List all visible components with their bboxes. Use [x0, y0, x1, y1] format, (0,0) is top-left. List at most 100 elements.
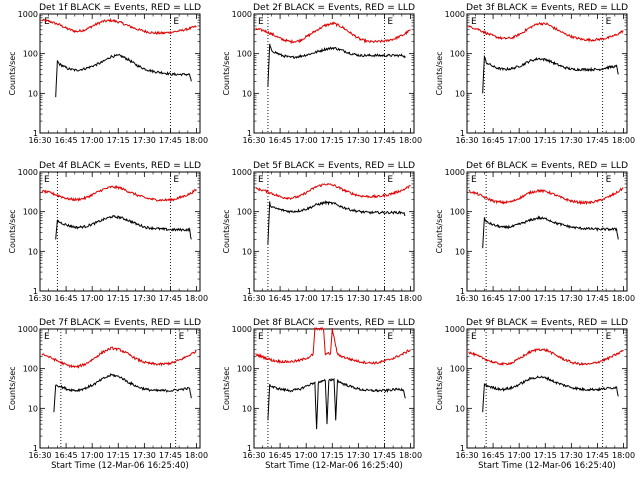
- lld-rate-line: [41, 346, 197, 369]
- chart-title: Det 8f BLACK = Events, RED = LLD: [253, 317, 415, 328]
- lld-rate-line: [41, 185, 197, 203]
- marker-label: E: [606, 332, 612, 342]
- x-tick-label: 17:00: [508, 136, 531, 145]
- x-tick-label: 17:45: [586, 451, 609, 460]
- x-tick-label: 17:15: [534, 136, 557, 145]
- x-axis-label: Start Time (12-Mar-06 16:25:40): [51, 461, 189, 471]
- chart-panel-7: Det 7f BLACK = Events, RED = LLD 1 10 100 10…: [8, 317, 208, 471]
- marker-label: E: [258, 17, 264, 27]
- y-tick-label: 1: [247, 129, 252, 138]
- y-tick-label: 100: [237, 208, 252, 217]
- x-tick-label: 17:00: [295, 136, 318, 145]
- y-tick-label: 100: [450, 208, 465, 217]
- x-tick-label: 17:30: [560, 451, 583, 460]
- x-axis-label: Start Time (12-Mar-06 16:25:40): [265, 461, 403, 471]
- chart-panel-6: Det 6f BLACK = Events, RED = LLD 1 10 100 10…: [435, 160, 635, 303]
- x-tick-label: 17:00: [81, 451, 104, 460]
- event-rate-line: [267, 43, 406, 87]
- chart-title: Det 1f BLACK = Events, RED = LLD: [39, 2, 201, 13]
- y-tick-label: 1000: [18, 10, 38, 19]
- y-axis-label: Counts/sec: [8, 366, 17, 410]
- marker-label: E: [44, 17, 50, 27]
- x-tick-label: 17:45: [159, 294, 182, 303]
- chart-panel-9: Det 9f BLACK = Events, RED = LLD 1 10 100 10…: [435, 317, 635, 471]
- lld-rate-line: [468, 21, 624, 43]
- x-tick-label: 17:45: [586, 136, 609, 145]
- chart-title: Det 4f BLACK = Events, RED = LLD: [39, 160, 201, 171]
- x-tick-label: 17:00: [295, 294, 318, 303]
- marker-label: E: [44, 175, 50, 185]
- y-tick-label: 10: [28, 247, 38, 256]
- marker-label: E: [387, 17, 393, 27]
- y-axis-label: Counts/sec: [222, 51, 231, 95]
- x-tick-label: 16:30: [28, 294, 51, 303]
- marker-label: E: [471, 332, 477, 342]
- event-rate-line: [482, 54, 619, 94]
- plot-frame: [466, 171, 628, 292]
- event-rate-line: [53, 372, 192, 413]
- x-tick-label: 18:00: [399, 294, 422, 303]
- y-tick-label: 1000: [18, 325, 38, 334]
- y-tick-label: 1: [460, 444, 465, 453]
- marker-label: E: [258, 175, 264, 185]
- x-tick-label: 18:00: [612, 294, 635, 303]
- x-tick-label: 16:45: [55, 294, 78, 303]
- marker-label: E: [173, 17, 179, 27]
- x-tick-label: 16:30: [455, 451, 478, 460]
- plot-frame: [39, 13, 201, 134]
- x-tick-label: 17:45: [159, 136, 182, 145]
- lld-rate-line: [255, 326, 411, 365]
- x-tick-label: 17:15: [321, 136, 344, 145]
- plot-frame: [253, 13, 415, 134]
- y-tick-label: 100: [237, 365, 252, 374]
- marker-label: E: [387, 175, 393, 185]
- y-tick-label: 1: [460, 287, 465, 296]
- chart-title: Det 2f BLACK = Events, RED = LLD: [253, 2, 415, 13]
- chart-title: Det 9f BLACK = Events, RED = LLD: [466, 317, 628, 328]
- marker-label: E: [258, 332, 264, 342]
- marker-label: E: [44, 332, 50, 342]
- y-axis-label: Counts/sec: [222, 209, 231, 253]
- plot-frame: [253, 171, 415, 292]
- x-tick-label: 17:30: [133, 294, 156, 303]
- y-tick-label: 10: [242, 247, 252, 256]
- x-tick-label: 16:45: [482, 136, 505, 145]
- y-axis-label: Counts/sec: [435, 366, 444, 410]
- x-tick-label: 17:45: [159, 451, 182, 460]
- marker-label: E: [387, 332, 393, 342]
- y-tick-label: 1000: [445, 168, 465, 177]
- y-axis-label: Counts/sec: [435, 209, 444, 253]
- y-tick-label: 100: [450, 365, 465, 374]
- x-tick-label: 17:00: [295, 451, 318, 460]
- lld-rate-line: [255, 182, 411, 201]
- x-tick-label: 17:45: [373, 451, 396, 460]
- x-tick-label: 16:45: [55, 136, 78, 145]
- y-tick-label: 1: [460, 129, 465, 138]
- x-tick-label: 16:45: [482, 451, 505, 460]
- y-axis-label: Counts/sec: [8, 51, 17, 95]
- plot-frame: [253, 328, 415, 449]
- marker-label: E: [606, 175, 612, 185]
- y-tick-label: 10: [28, 89, 38, 98]
- y-tick-label: 1: [247, 444, 252, 453]
- y-tick-label: 1000: [232, 10, 252, 19]
- x-axis-label: Start Time (12-Mar-06 16:25:40): [478, 461, 616, 471]
- x-tick-label: 16:30: [242, 451, 265, 460]
- x-tick-label: 17:15: [107, 451, 130, 460]
- x-tick-label: 17:30: [133, 451, 156, 460]
- x-tick-label: 17:00: [508, 294, 531, 303]
- y-tick-label: 100: [23, 208, 38, 217]
- x-tick-label: 17:30: [560, 294, 583, 303]
- x-tick-label: 17:45: [373, 294, 396, 303]
- plot-frame: [39, 328, 201, 449]
- y-tick-label: 1000: [232, 325, 252, 334]
- x-tick-label: 16:45: [269, 294, 292, 303]
- chart-panel-4: Det 4f BLACK = Events, RED = LLD 1 10 100 10…: [8, 160, 208, 303]
- y-tick-label: 10: [455, 247, 465, 256]
- x-tick-label: 17:00: [81, 294, 104, 303]
- chart-title: Det 7f BLACK = Events, RED = LLD: [39, 317, 201, 328]
- lld-rate-line: [255, 21, 411, 45]
- y-tick-label: 100: [237, 50, 252, 59]
- lld-rate-line: [468, 187, 624, 206]
